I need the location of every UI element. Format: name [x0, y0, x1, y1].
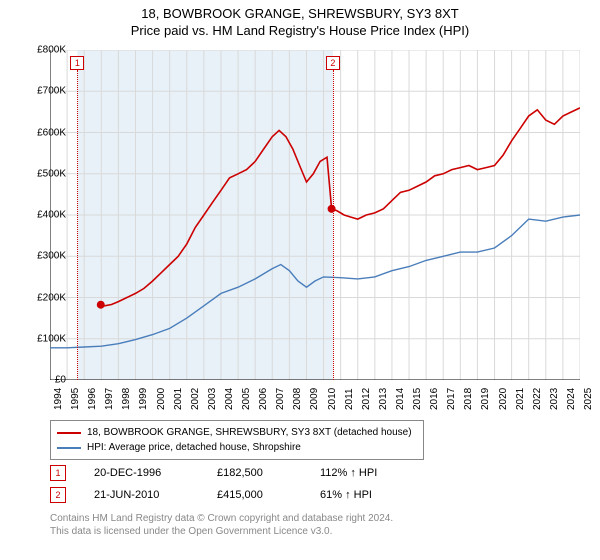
title-block: 18, BOWBROOK GRANGE, SHREWSBURY, SY3 8XT…	[0, 0, 600, 40]
legend-swatch-property	[57, 432, 81, 434]
x-tick-label: 2001	[173, 388, 184, 410]
sale-row-2: 2 21-JUN-2010 £415,000 61% ↑ HPI	[50, 484, 377, 506]
y-tick-label: £500K	[37, 168, 66, 179]
sale-delta-2: 61% ↑ HPI	[320, 489, 372, 501]
x-tick-label: 2014	[395, 388, 406, 410]
y-tick-label: £200K	[37, 292, 66, 303]
chart-container: 18, BOWBROOK GRANGE, SHREWSBURY, SY3 8XT…	[0, 0, 600, 560]
x-tick-label: 2004	[224, 388, 235, 410]
x-tick-label: 2016	[429, 388, 440, 410]
flag-badge: 1	[70, 56, 84, 70]
sale-price-1: £182,500	[217, 467, 292, 479]
y-tick-label: £400K	[37, 210, 66, 221]
chart-area	[50, 50, 580, 380]
flag-line	[77, 70, 78, 380]
x-tick-label: 1994	[53, 388, 64, 410]
x-tick-label: 2008	[292, 388, 303, 410]
x-tick-label: 2003	[207, 388, 218, 410]
chart-svg	[50, 50, 580, 380]
x-tick-label: 2010	[327, 388, 338, 410]
sale-date-1: 20-DEC-1996	[94, 467, 189, 479]
x-tick-label: 1997	[104, 388, 115, 410]
x-tick-label: 2000	[156, 388, 167, 410]
legend-label-property: 18, BOWBROOK GRANGE, SHREWSBURY, SY3 8XT…	[87, 425, 412, 440]
footer-line1: Contains HM Land Registry data © Crown c…	[50, 512, 393, 525]
x-tick-label: 2018	[463, 388, 474, 410]
sale-row-1: 1 20-DEC-1996 £182,500 112% ↑ HPI	[50, 462, 377, 484]
x-tick-label: 2011	[344, 388, 355, 410]
y-tick-label: £700K	[37, 86, 66, 97]
title-address: 18, BOWBROOK GRANGE, SHREWSBURY, SY3 8XT	[0, 6, 600, 23]
footer: Contains HM Land Registry data © Crown c…	[50, 512, 393, 538]
x-tick-label: 2020	[498, 388, 509, 410]
x-tick-label: 2022	[532, 388, 543, 410]
x-tick-label: 2007	[275, 388, 286, 410]
x-tick-label: 2021	[515, 388, 526, 410]
legend-label-hpi: HPI: Average price, detached house, Shro…	[87, 440, 301, 455]
x-tick-label: 2006	[258, 388, 269, 410]
x-tick-label: 2017	[446, 388, 457, 410]
y-tick-label: £0	[55, 375, 66, 386]
x-tick-label: 2023	[549, 388, 560, 410]
y-tick-label: £100K	[37, 333, 66, 344]
sale-delta-1: 112% ↑ HPI	[320, 467, 377, 479]
sale-badge-1: 1	[50, 465, 66, 481]
title-subtitle: Price paid vs. HM Land Registry's House …	[0, 23, 600, 40]
x-tick-label: 1999	[138, 388, 149, 410]
x-tick-label: 2005	[241, 388, 252, 410]
sale-table: 1 20-DEC-1996 £182,500 112% ↑ HPI 2 21-J…	[50, 462, 377, 506]
y-tick-label: £300K	[37, 251, 66, 262]
x-tick-label: 2009	[309, 388, 320, 410]
sale-badge-2: 2	[50, 487, 66, 503]
x-tick-label: 2024	[566, 388, 577, 410]
x-tick-label: 1996	[87, 388, 98, 410]
x-tick-label: 1995	[70, 388, 81, 410]
legend-row-property: 18, BOWBROOK GRANGE, SHREWSBURY, SY3 8XT…	[57, 425, 417, 440]
x-tick-label: 2015	[412, 388, 423, 410]
x-tick-label: 2012	[361, 388, 372, 410]
flag-line	[333, 70, 334, 380]
y-tick-label: £800K	[37, 45, 66, 56]
y-tick-label: £600K	[37, 127, 66, 138]
legend-row-hpi: HPI: Average price, detached house, Shro…	[57, 440, 417, 455]
x-tick-label: 1998	[121, 388, 132, 410]
legend-swatch-hpi	[57, 447, 81, 449]
x-tick-label: 2025	[583, 388, 594, 410]
footer-line2: This data is licensed under the Open Gov…	[50, 525, 393, 538]
sale-date-2: 21-JUN-2010	[94, 489, 189, 501]
flag-badge: 2	[326, 56, 340, 70]
x-tick-label: 2002	[190, 388, 201, 410]
x-tick-label: 2013	[378, 388, 389, 410]
sale-price-2: £415,000	[217, 489, 292, 501]
legend: 18, BOWBROOK GRANGE, SHREWSBURY, SY3 8XT…	[50, 420, 424, 460]
x-tick-label: 2019	[480, 388, 491, 410]
